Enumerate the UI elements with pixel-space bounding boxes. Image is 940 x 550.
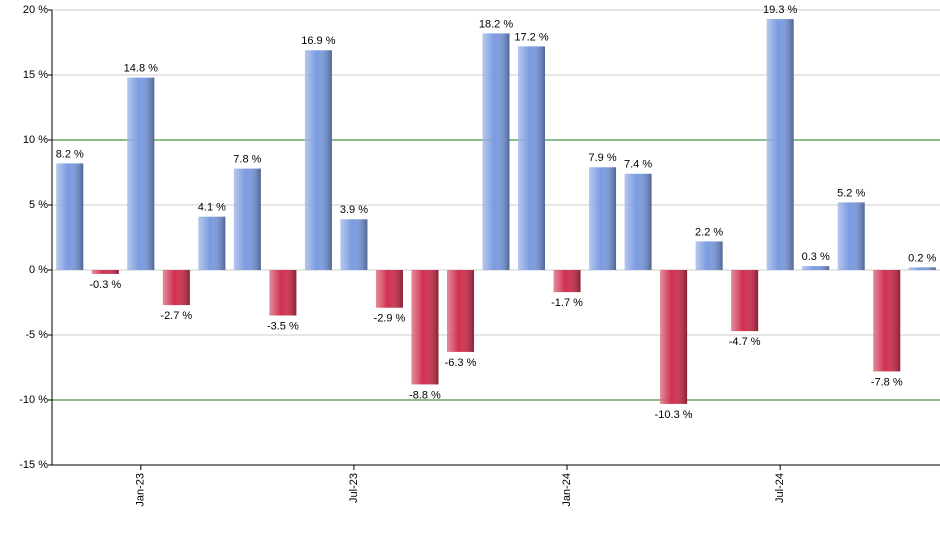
value-label: 14.8 % [124, 63, 158, 75]
bar-shade [91, 270, 119, 274]
value-label: 4.1 % [198, 202, 226, 214]
value-label: -7.8 % [871, 376, 903, 388]
y-tick-label: 10 % [23, 134, 48, 146]
y-tick-label: 5 % [29, 199, 48, 211]
y-tick-label: 0 % [29, 264, 48, 276]
x-tick-label: Jan-23 [135, 473, 147, 507]
value-label: 17.2 % [514, 31, 548, 43]
bar-shade [518, 46, 546, 271]
value-label: 3.9 % [340, 204, 368, 216]
bar-shade [908, 267, 936, 270]
bar-shade [340, 219, 368, 270]
y-tick-label: -10 % [19, 394, 48, 406]
bar-shade [162, 270, 190, 306]
value-label: 18.2 % [479, 18, 513, 30]
x-tick-label: Jan-24 [561, 473, 573, 507]
bar-shade [269, 270, 297, 316]
value-label: 8.2 % [56, 148, 84, 160]
bar-shade [446, 270, 474, 352]
bar-shade [411, 270, 439, 385]
value-label: -8.8 % [409, 389, 441, 401]
bar-shade [660, 270, 688, 404]
value-label: 0.3 % [802, 251, 830, 263]
y-tick-label: 20 % [23, 4, 48, 16]
value-label: -1.7 % [551, 297, 583, 309]
value-label: 7.8 % [233, 154, 261, 166]
value-label: -0.3 % [89, 279, 121, 291]
value-label: 19.3 % [763, 4, 797, 16]
value-label: -2.9 % [374, 313, 406, 325]
value-label: -6.3 % [445, 357, 477, 369]
y-tick-label: -15 % [19, 459, 48, 471]
value-label: 16.9 % [301, 35, 335, 47]
value-label: 2.2 % [695, 226, 723, 238]
bar-shade [482, 33, 510, 271]
bar-shade [873, 270, 901, 372]
bar-shade [766, 19, 794, 270]
value-label: -4.7 % [729, 336, 761, 348]
bar-shade [198, 216, 226, 270]
value-label: 7.4 % [624, 159, 652, 171]
bar-shade [695, 241, 723, 270]
value-label: -3.5 % [267, 320, 299, 332]
x-tick-label: Jul-24 [774, 473, 786, 503]
bar-shade [837, 202, 865, 270]
y-tick-label: 15 % [23, 69, 48, 81]
value-label: -2.7 % [160, 310, 192, 322]
bar-shade [553, 270, 581, 293]
bar-shade [233, 168, 261, 270]
value-label: -10.3 % [655, 409, 693, 421]
y-tick-label: -5 % [25, 329, 48, 341]
bar-shade [731, 270, 759, 332]
bar-shade [375, 270, 403, 308]
value-label: 0.2 % [908, 252, 936, 264]
x-tick-label: Jul-23 [348, 473, 360, 503]
bar-shade [802, 266, 830, 270]
value-label: 5.2 % [837, 187, 865, 199]
bar-shade [304, 50, 332, 270]
bar-shade [624, 173, 652, 270]
bar-shade [589, 167, 617, 270]
value-label: 7.9 % [588, 152, 616, 164]
bar-shade [127, 77, 155, 270]
bar-shade [56, 163, 84, 270]
